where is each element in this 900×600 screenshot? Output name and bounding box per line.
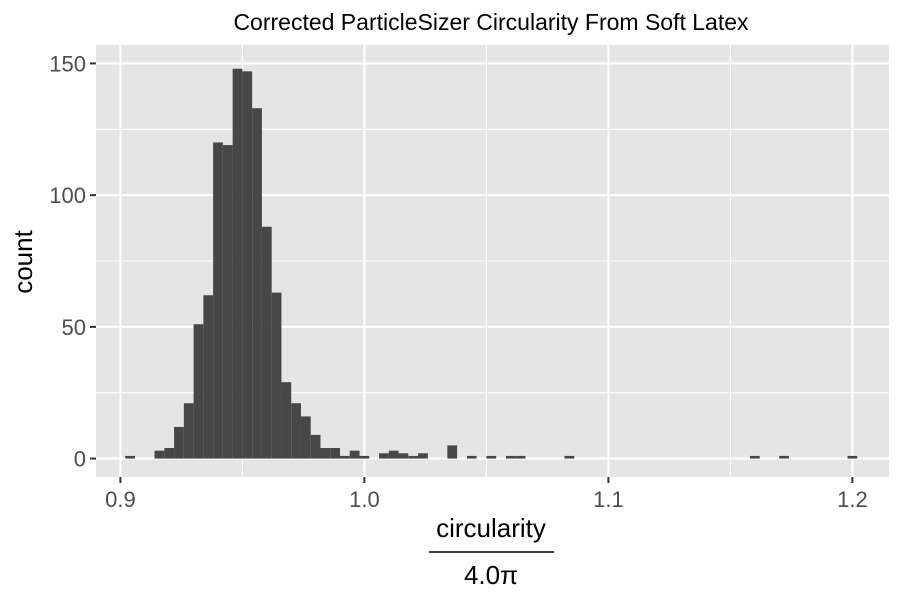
histogram-bar [505,455,516,459]
histogram-bar [466,455,477,459]
histogram-bar [252,108,262,459]
histogram-bar [203,295,214,459]
x-tick-label: 0.9 [105,487,136,512]
histogram-bar [213,142,223,459]
histogram-bar [359,455,370,459]
histogram-bar [164,448,175,459]
x-tick-label: 1.0 [349,487,380,512]
histogram-bar [125,455,136,459]
histogram-bar [183,403,194,459]
histogram-bar [271,292,282,459]
histogram-bar [486,455,497,459]
histogram-bar [232,68,243,459]
histogram-bar [320,448,331,459]
histogram-bar [847,455,858,459]
histogram-bar [300,416,311,459]
histogram-bar [379,453,389,459]
histogram-bar [340,455,350,459]
y-tick-label: 100 [49,183,86,208]
histogram-bar [418,453,428,459]
histogram-bar [779,455,789,459]
histogram-bar [261,226,272,459]
x-tick-label: 1.2 [837,487,868,512]
histogram-bar [291,403,301,459]
histogram-bar [515,455,526,459]
histogram-bar [193,324,204,459]
x-axis: 0.9 1.0 1.1 1.2 [105,477,868,512]
histogram-bar [174,426,184,459]
y-axis: 0 50 100 150 [49,51,96,472]
histogram-bar [330,448,340,459]
histogram-bar [408,455,419,459]
x-axis-title-denominator: 4.0π [464,560,518,590]
histogram-bar [398,453,409,459]
chart-title: Corrected ParticleSizer Circularity From… [233,9,749,35]
histogram-bar [388,450,399,459]
histogram-bar [242,71,253,459]
histogram-bar [281,382,292,459]
x-axis-title-numerator: circularity [436,513,546,543]
histogram-bar [222,145,233,459]
y-tick-label: 150 [49,51,86,76]
histogram-bar [749,455,760,459]
x-axis-title: circularity 4.0π [429,513,554,590]
histogram-bar [349,450,360,459]
y-axis-title: count [8,229,38,293]
histogram-bars [125,68,858,459]
histogram-bar [447,445,458,459]
y-tick-label: 50 [62,315,86,340]
y-tick-label: 0 [74,447,86,472]
x-tick-label: 1.1 [593,487,624,512]
histogram-bar [154,450,165,459]
histogram-bar [564,455,575,459]
histogram-bar [310,434,321,459]
